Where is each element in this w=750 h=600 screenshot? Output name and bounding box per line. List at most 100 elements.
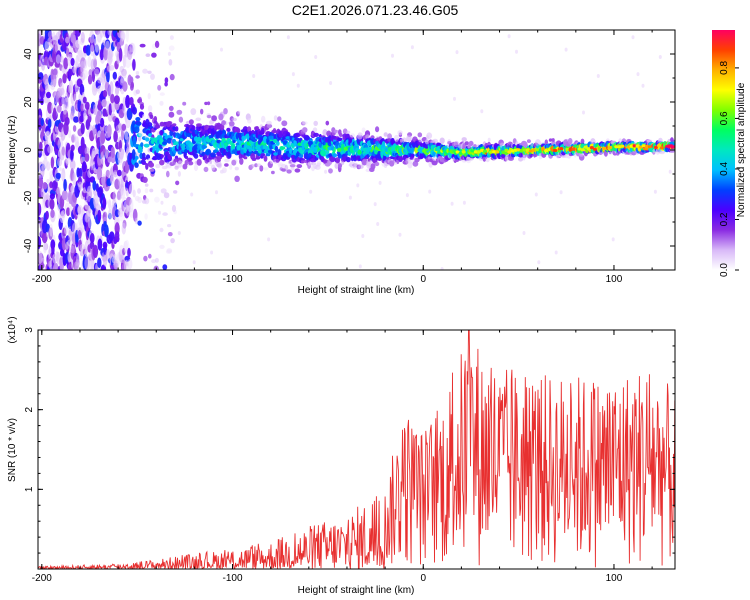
- heatmap-cell: [41, 257, 45, 262]
- heatmap-cell: [147, 122, 153, 128]
- heatmap-cell: [52, 180, 58, 192]
- heatmap-cell: [328, 153, 333, 157]
- heatmap-cell: [361, 127, 366, 133]
- heatmap-cell: [544, 139, 548, 146]
- heatmap-cell: [78, 181, 83, 191]
- heatmap-cell: [440, 267, 444, 270]
- heatmap-cell: [147, 92, 151, 100]
- heatmap-cell: [207, 101, 211, 106]
- heatmap-cell: [62, 104, 68, 115]
- heatmap-cell: [522, 154, 526, 161]
- heatmap-cell: [186, 157, 193, 161]
- heatmap-cell: [669, 148, 675, 153]
- heatmap-cell: [577, 147, 582, 151]
- heatmap-cell: [647, 145, 652, 149]
- heatmap-cell: [229, 121, 235, 127]
- snr-x-tick-label: -100: [223, 573, 243, 584]
- heatmap-cell: [330, 144, 334, 151]
- heatmap-cell: [470, 149, 475, 153]
- heatmap-cell: [92, 180, 97, 191]
- heatmap-cell: [275, 159, 280, 163]
- heatmap-cell: [113, 130, 118, 143]
- heatmap-cell: [142, 114, 146, 120]
- heatmap-cell: [152, 156, 157, 160]
- heatmap-cell: [55, 54, 61, 64]
- heatmap-cell: [229, 164, 233, 170]
- heatmap-cell: [357, 132, 363, 137]
- heatmap-cell: [669, 144, 674, 148]
- heatmap-cell: [47, 145, 53, 154]
- snr-ticks: -200 -100 0 100 1 2 3: [24, 327, 675, 584]
- snr-series-line: [38, 330, 675, 569]
- heatmap-cell: [227, 150, 232, 158]
- spectrogram-x-tick-label: 100: [606, 274, 623, 285]
- heatmap-cell: [357, 150, 362, 155]
- heatmap-cell: [129, 96, 134, 106]
- snr-y-tick-label: 3: [24, 327, 35, 333]
- heatmap-cell: [159, 159, 165, 166]
- heatmap-cell: [94, 43, 100, 53]
- heatmap-cell: [100, 130, 106, 144]
- heatmap-cell: [120, 186, 126, 199]
- heatmap-cell: [173, 141, 179, 146]
- snr-x-tick-label: -200: [32, 573, 52, 584]
- heatmap-cell: [450, 201, 454, 206]
- heatmap-cell: [105, 169, 110, 178]
- heatmap-cell: [626, 145, 631, 149]
- heatmap-cell: [586, 147, 591, 151]
- heatmap-cell: [348, 195, 352, 200]
- heatmap-cell: [39, 141, 43, 151]
- heatmap-cell: [120, 148, 125, 156]
- heatmap-cell: [608, 145, 613, 150]
- heatmap-cell: [201, 144, 207, 150]
- heatmap-cell: [135, 75, 140, 79]
- heatmap-cell: [167, 232, 173, 237]
- heatmap-cell: [455, 50, 459, 55]
- heatmap-cell: [461, 150, 466, 154]
- heatmap-cell: [129, 198, 134, 212]
- heatmap-cell: [340, 160, 345, 166]
- colorbar-ticks: 0.0 0.2 0.4 0.6 0.8: [719, 61, 739, 277]
- heatmap-cell: [92, 244, 99, 258]
- heatmap-cell: [173, 190, 178, 194]
- heatmap-cell: [210, 164, 216, 171]
- spectrogram-heatmap: [38, 30, 675, 270]
- heatmap-cell: [361, 159, 368, 166]
- heatmap-cell: [75, 39, 81, 48]
- heatmap-cell: [102, 197, 107, 210]
- heatmap-cell: [195, 117, 202, 122]
- heatmap-cell: [154, 196, 160, 203]
- heatmap-cell: [273, 152, 279, 156]
- heatmap-cell: [177, 171, 181, 177]
- heatmap-cell: [294, 168, 301, 173]
- snr-y-axis-label: SNR (10 * v/v): [7, 418, 18, 482]
- heatmap-cell: [122, 104, 126, 114]
- heatmap-cell: [135, 121, 142, 126]
- heatmap-cell: [114, 231, 120, 240]
- heatmap-cell: [82, 96, 87, 104]
- heatmap-cell: [589, 146, 594, 150]
- heatmap-cell: [184, 155, 189, 159]
- heatmap-cell: [47, 31, 53, 39]
- heatmap-cell: [147, 70, 152, 75]
- heatmap-cell: [289, 164, 296, 168]
- heatmap-cell: [373, 202, 377, 207]
- heatmap-cell: [582, 110, 585, 115]
- heatmap-cell: [286, 169, 292, 174]
- spectrogram-y-tick-label: -40: [23, 238, 34, 253]
- heatmap-cell: [72, 172, 77, 186]
- heatmap-cell: [188, 161, 194, 166]
- heatmap-cell: [127, 50, 132, 58]
- snr-panel: -200 -100 0 100 1 2 3 Height of straight line …: [7, 316, 676, 596]
- snr-y-multiplier: (x10⁴): [7, 316, 18, 343]
- heatmap-cell: [620, 144, 625, 148]
- heatmap-cell: [243, 156, 248, 160]
- heatmap-cell: [97, 99, 102, 111]
- heatmap-cell: [296, 83, 300, 88]
- heatmap-cell: [271, 129, 277, 134]
- heatmap-cell: [105, 40, 110, 51]
- heatmap-cell: [157, 84, 162, 91]
- heatmap-cell: [374, 161, 380, 167]
- heatmap-cell: [93, 68, 100, 77]
